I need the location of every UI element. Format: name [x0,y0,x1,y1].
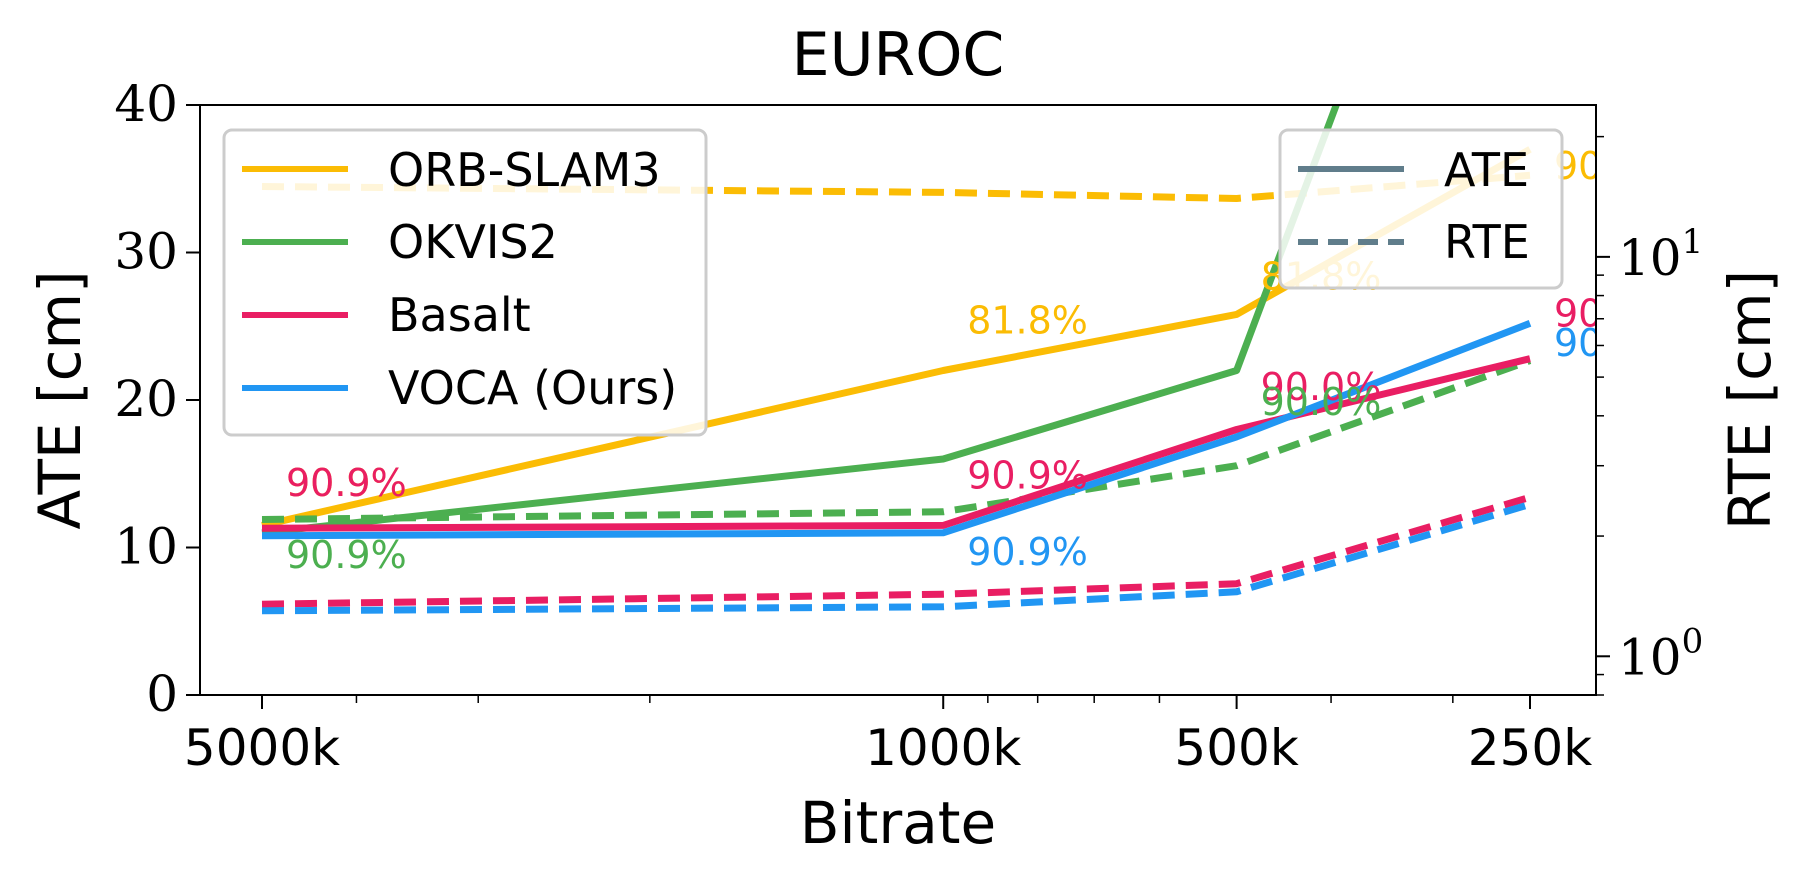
series-okvis2-ate [261,105,1340,537]
series-basalt-rte [261,493,1531,608]
axis-layer: 0 10 20 30 40 100 101 5000k 1000k 500k 250k [114,75,1703,777]
x-tick-label-1000k: 1000k [865,719,1021,777]
y-left-tick-label-10: 10 [114,518,178,576]
annotation-layer: 90.9%90.9%90.9%81.8%90.9%90.9%90.0%90.0%… [286,144,1675,577]
annotation-okvis2-7: 90.0% [1261,380,1382,424]
series-basalt-ate [261,355,1531,532]
y-right-tick-label-1: 100 [1618,621,1703,686]
y-right-tick-label-10: 101 [1618,222,1703,287]
series-voca-ours-ate [261,320,1532,540]
legend-methods: ORB-SLAM3 OKVIS2 Basalt VOCA (Ours) [222,128,708,437]
annotation-orb-slam3-0: 90.9% [286,461,407,505]
legend-methods-box [222,128,708,437]
annotation-basalt-1: 90.9% [286,461,407,505]
y-left-tick-label-30: 30 [114,223,178,281]
series-voca-ours-rte [261,501,1531,615]
legend-metrics: ATE RTE [1278,128,1564,290]
y-left-tick-label-20: 20 [114,370,178,428]
legend-label-ate: ATE [1444,143,1529,197]
y-left-tick-label-40: 40 [114,75,178,133]
series-okvis2-rte [261,357,1532,523]
annotation-orb-slam3-3: 81.8% [967,299,1088,343]
legend-label-basalt: Basalt [388,288,531,342]
annotation-voca-ours-5: 90.9% [967,530,1088,574]
annotation-orb-slam3-9: 90.9% [1554,144,1675,188]
x-axis-label: Bitrate [800,789,996,857]
annotation-basalt-10: 90.9% [1554,291,1675,335]
legend-label-voca: VOCA (Ours) [388,361,677,415]
chart-title: EUROC [792,20,1005,90]
y-axis-label-left: ATE [cm] [26,270,94,529]
annotation-okvis2-2: 90.9% [286,533,407,577]
x-tick-label-250k: 250k [1468,719,1592,777]
annotation-basalt-4: 90.9% [967,454,1088,498]
legend-label-orb-slam3: ORB-SLAM3 [388,143,661,197]
annotation-basalt-6: 90.0% [1261,365,1382,409]
y-axis-label-right: RTE [cm] [1716,270,1784,530]
legend-label-okvis2: OKVIS2 [388,215,558,269]
y-left-tick-label-0: 0 [146,665,178,723]
x-tick-label-5000k: 5000k [184,719,340,777]
annotation-voca-ours-11: 90.9% [1554,321,1675,365]
x-tick-label-500k: 500k [1174,719,1298,777]
legend-label-rte: RTE [1444,215,1530,269]
